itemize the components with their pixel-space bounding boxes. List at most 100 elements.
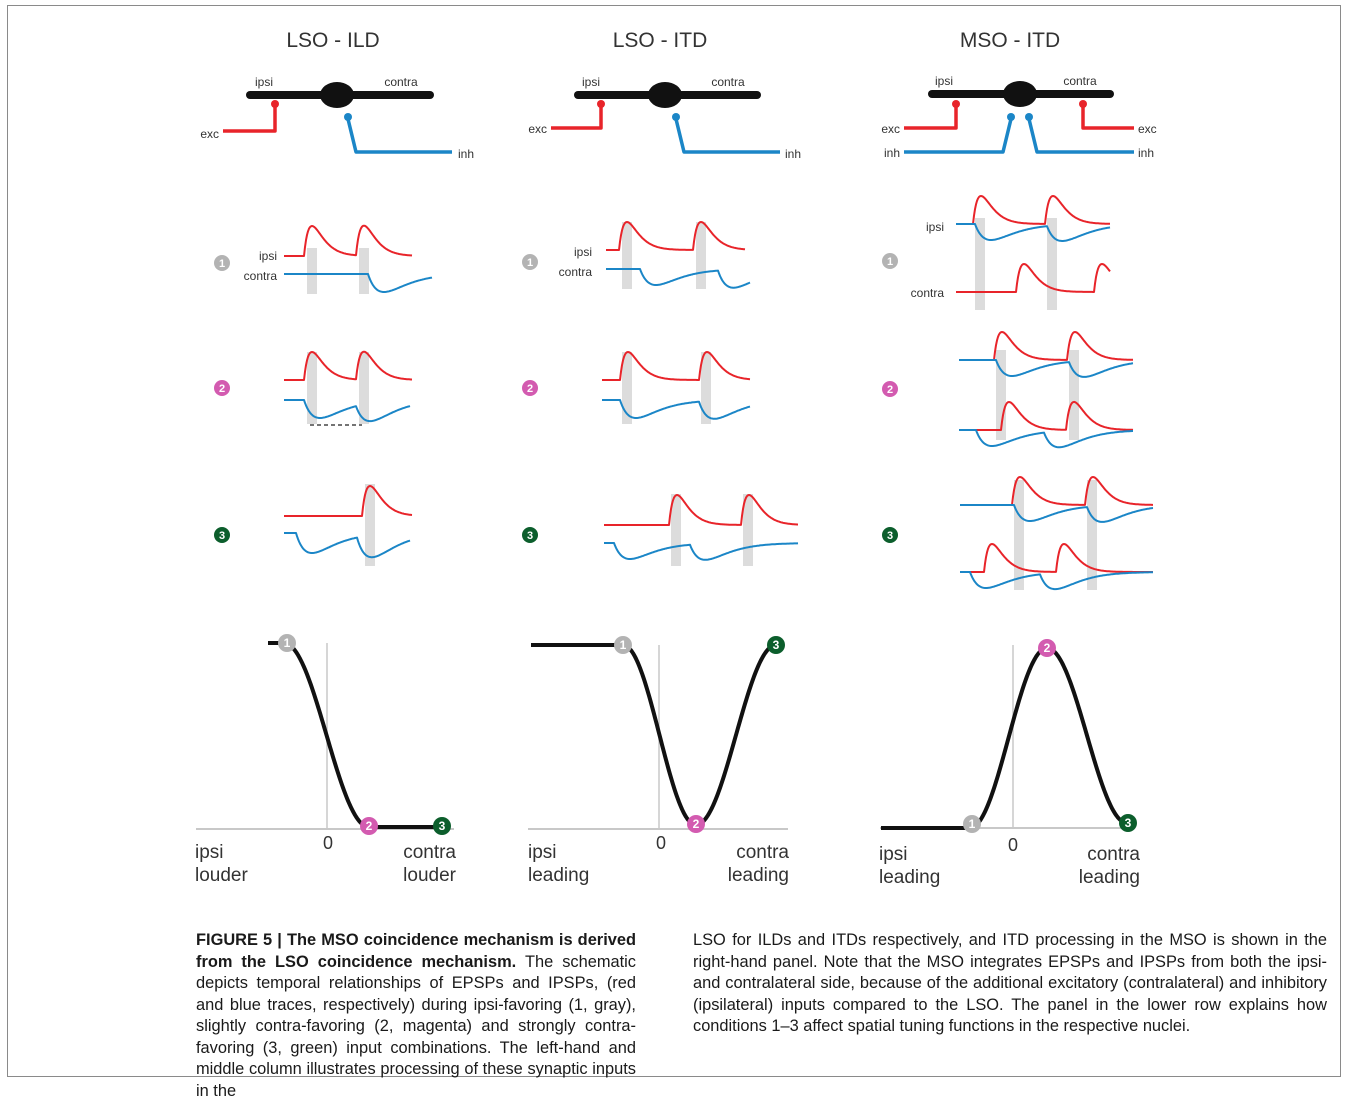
- axis-right-label: contra: [403, 842, 456, 863]
- condition-3-badge: [882, 527, 898, 543]
- ipsp-trace: [604, 542, 799, 561]
- epsp-trace: [284, 224, 413, 257]
- condition-1-number: 1: [284, 636, 291, 650]
- coincidence-window: [622, 222, 632, 289]
- axis-right-label: leading: [1079, 867, 1140, 888]
- synapse-terminal: [952, 100, 960, 108]
- axis-left-label: leading: [879, 867, 940, 888]
- coincidence-window: [359, 248, 369, 294]
- ipsp-trace: [284, 532, 411, 559]
- condition-1-badge: [214, 255, 230, 271]
- coincidence-window: [1047, 218, 1057, 310]
- coincidence-window: [622, 352, 632, 424]
- inh-input-line: [904, 118, 1013, 154]
- panel-title-mso-itd: MSO - ITD: [960, 29, 1060, 52]
- synapse-terminal: [1007, 113, 1015, 121]
- axis-right-label: leading: [728, 865, 789, 886]
- condition-3-badge: [433, 817, 451, 835]
- neuron-contra-label: contra: [711, 75, 745, 89]
- condition-2-badge: [687, 815, 705, 833]
- inh-input-line: [674, 118, 780, 154]
- coincidence-window: [359, 352, 369, 424]
- epsp-trace: [602, 351, 751, 381]
- neuron-contra-label: contra: [384, 75, 418, 89]
- neuron-ipsi-label: ipsi: [255, 75, 273, 89]
- ipsp-trace: [956, 223, 1111, 242]
- caption-title: FIGURE 5 | The MSO coincidence mechanism…: [196, 931, 636, 971]
- axis-left-label: ipsi: [528, 842, 557, 863]
- coincidence-window: [696, 222, 706, 289]
- ipsp-trace: [959, 429, 1133, 449]
- condition-2-number: 2: [887, 384, 893, 396]
- condition-2-badge: [1038, 639, 1056, 657]
- axis-right-label: contra: [1087, 844, 1140, 865]
- condition-2-number: 2: [219, 383, 225, 395]
- synapse-terminal: [597, 100, 605, 108]
- condition-2-number: 2: [693, 817, 700, 831]
- coincidence-window: [975, 218, 985, 310]
- condition-3-badge: [1119, 814, 1137, 832]
- panel-title-lso-ild: LSO - ILD: [286, 29, 379, 52]
- axis-right-label: louder: [403, 865, 456, 886]
- axis-left-label: ipsi: [195, 842, 224, 863]
- epsp-trace: [956, 195, 1110, 225]
- trace-contra-label: contra: [559, 265, 593, 279]
- ipsp-trace: [606, 268, 751, 289]
- figure-frame: [7, 5, 1341, 1077]
- condition-3-badge: [214, 527, 230, 543]
- condition-3-number: 3: [219, 530, 225, 542]
- condition-1-badge: [963, 815, 981, 833]
- cell-body: [1003, 81, 1037, 107]
- neuron-exc-label: exc: [881, 122, 900, 136]
- coincidence-window: [307, 352, 317, 424]
- condition-1-number: 1: [219, 258, 225, 270]
- synapse-terminal: [271, 100, 279, 108]
- tuning-curve: [880, 646, 1128, 830]
- condition-3-badge: [522, 527, 538, 543]
- condition-1-number: 1: [620, 638, 627, 652]
- inh-input-line: [1027, 118, 1134, 154]
- epsp-trace: [284, 485, 413, 517]
- neuron-ipsi-label: ipsi: [582, 75, 600, 89]
- ipsp-trace: [959, 359, 1134, 378]
- trace-ipsi-label: ipsi: [926, 220, 944, 234]
- ipsp-trace: [602, 399, 751, 420]
- tuning-curve: [530, 643, 777, 827]
- exc-input-line: [223, 105, 277, 133]
- trace-contra-label: contra: [911, 286, 945, 300]
- coincidence-window: [701, 352, 711, 424]
- epsp-trace: [960, 476, 1153, 506]
- neuron-contra-label: contra: [1063, 74, 1097, 88]
- condition-3-number: 3: [887, 530, 893, 542]
- condition-3-number: 3: [773, 638, 780, 652]
- epsp-trace: [956, 263, 1111, 293]
- condition-1-number: 1: [527, 257, 533, 269]
- axis-zero-label: 0: [656, 833, 666, 853]
- epsp-trace: [960, 543, 1153, 573]
- condition-3-number: 3: [527, 530, 533, 542]
- condition-3-number: 3: [439, 819, 446, 833]
- epsp-trace: [959, 331, 1133, 361]
- condition-1-badge: [882, 253, 898, 269]
- condition-1-number: 1: [887, 256, 893, 268]
- condition-2-badge: [214, 380, 230, 396]
- axis-left-label: ipsi: [879, 844, 908, 865]
- neuron-inh-label: inh: [785, 147, 801, 161]
- condition-2-badge: [522, 380, 538, 396]
- neuron-inh-label: inh: [884, 146, 900, 160]
- axis-right-label: contra: [736, 842, 789, 863]
- coincidence-window: [1014, 480, 1024, 590]
- condition-1-number: 1: [969, 817, 976, 831]
- figure-5-schematic: 1 1 1 2 2 2 3 3 3 1 2 3 1 2 3 1 2 3 LSO - ILD LSO - ITD M…: [195, 29, 1157, 888]
- condition-2-badge: [360, 817, 378, 835]
- exc-input-line: [1081, 105, 1134, 130]
- epsp-trace: [959, 400, 1134, 431]
- condition-1-badge: [278, 634, 296, 652]
- coincidence-window: [743, 494, 753, 566]
- condition-2-badge: [882, 381, 898, 397]
- synapse-terminal: [672, 113, 680, 121]
- exc-input-line: [551, 105, 603, 130]
- caption-right-text: LSO for ILDs and ITDs respectively, and …: [693, 931, 1327, 1035]
- axis-left-label: leading: [528, 865, 589, 886]
- condition-1-badge: [522, 254, 538, 270]
